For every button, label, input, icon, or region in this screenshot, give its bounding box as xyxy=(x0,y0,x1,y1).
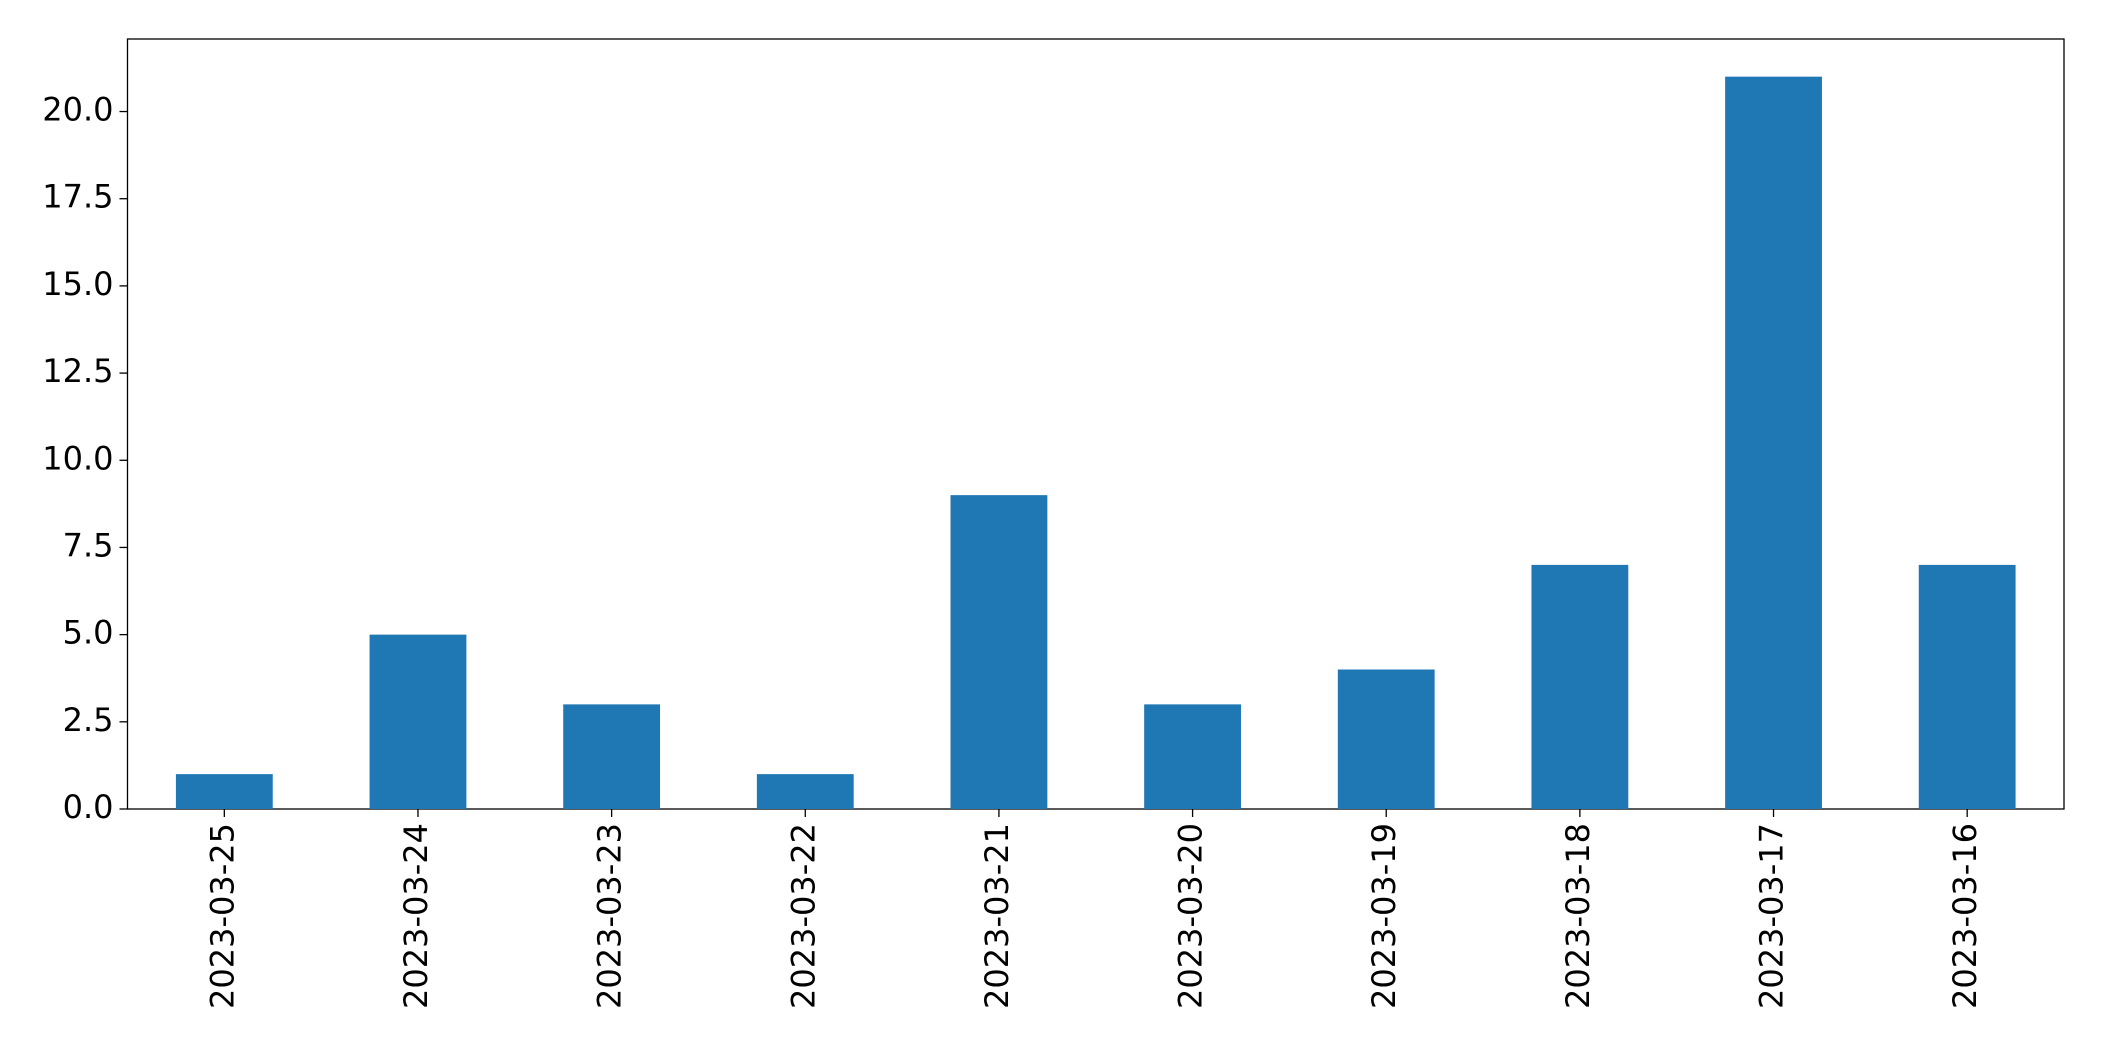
plot-frame xyxy=(126,38,2065,810)
bar xyxy=(1725,76,1822,810)
x-tick-label: 2023-03-25 xyxy=(203,823,241,1009)
y-tick-label: 17.5 xyxy=(42,178,113,216)
x-tick-label: 2023-03-23 xyxy=(591,823,629,1009)
bar xyxy=(563,704,661,809)
x-tick-label: 2023-03-19 xyxy=(1365,823,1403,1009)
bar xyxy=(1337,669,1435,809)
bar xyxy=(950,495,1048,809)
x-tick-label: 2023-03-16 xyxy=(1946,823,1984,1009)
y-tick-label: 10.0 xyxy=(42,439,113,477)
y-tick-label: 7.5 xyxy=(63,526,114,564)
y-tick-label: 20.0 xyxy=(42,91,113,129)
x-tick-label: 2023-03-21 xyxy=(978,823,1016,1009)
y-tick-label: 12.5 xyxy=(42,352,113,390)
y-tick-label: 15.0 xyxy=(42,265,113,303)
y-tick-label: 5.0 xyxy=(63,614,114,652)
bar xyxy=(175,774,273,809)
x-tick-label: 2023-03-18 xyxy=(1559,823,1597,1009)
x-tick-label: 2023-03-17 xyxy=(1753,823,1791,1009)
x-tick-label: 2023-03-22 xyxy=(784,823,822,1009)
bar xyxy=(756,774,854,809)
y-tick-label: 2.5 xyxy=(63,701,114,739)
bar xyxy=(1144,704,1241,809)
y-tick-label: 0.0 xyxy=(63,788,114,826)
x-tick-label: 2023-03-24 xyxy=(397,823,435,1009)
bar xyxy=(1918,564,2016,809)
bar xyxy=(369,634,467,809)
x-tick-label: 2023-03-20 xyxy=(1172,823,1210,1009)
bar xyxy=(1531,564,1629,809)
